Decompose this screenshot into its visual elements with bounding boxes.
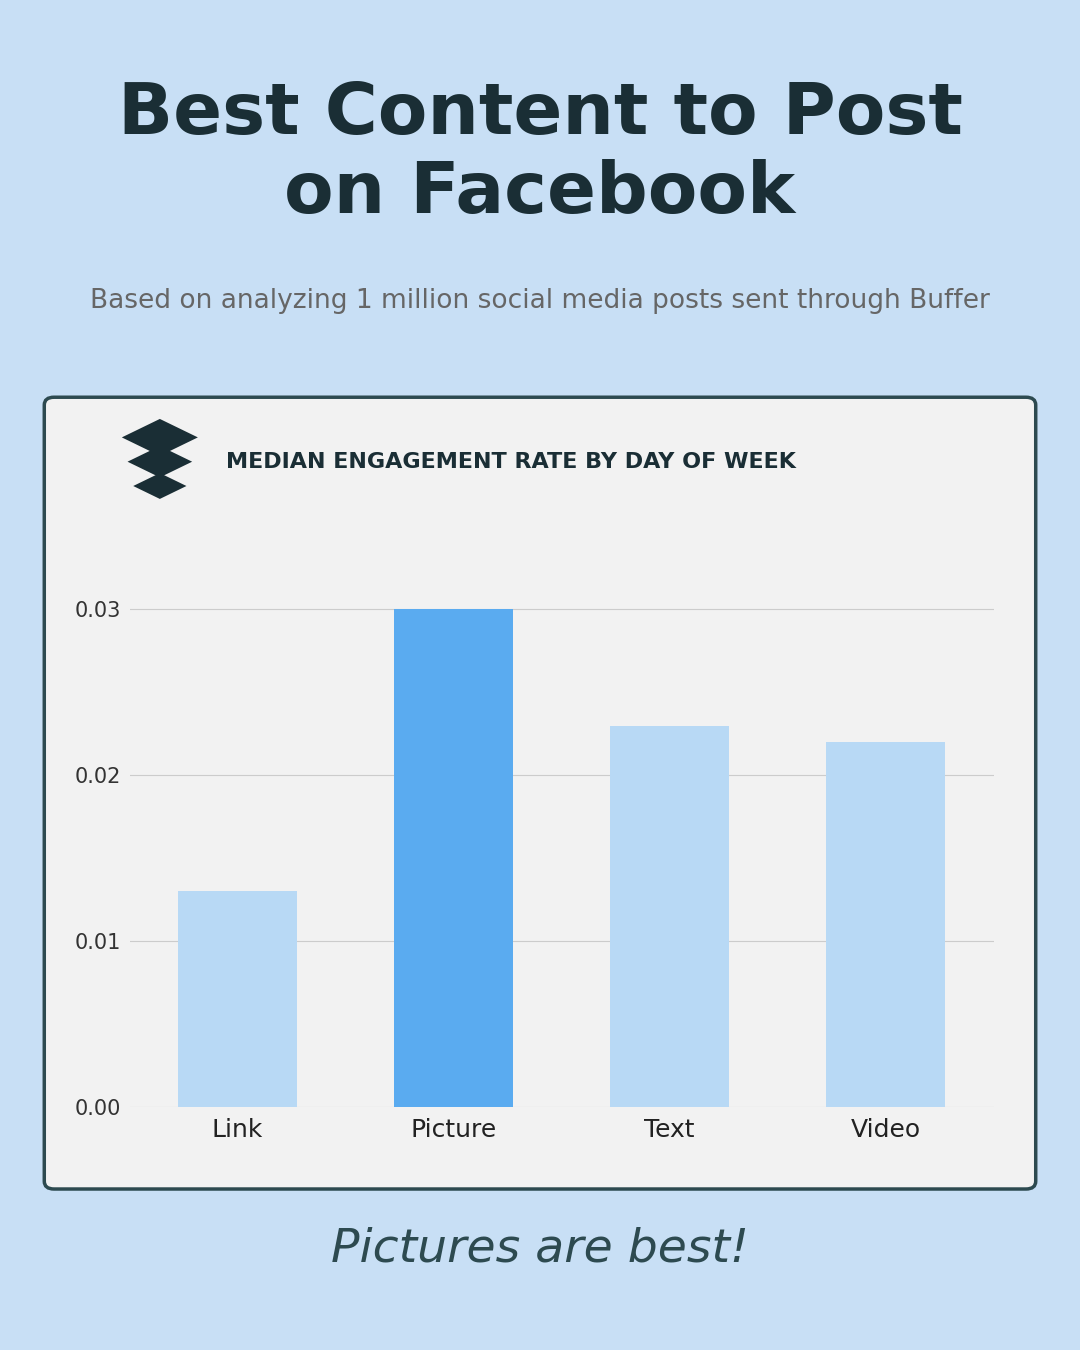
Polygon shape [122, 418, 198, 456]
Polygon shape [127, 446, 192, 478]
Bar [178, 891, 297, 1107]
Text: MEDIAN ENGAGEMENT RATE BY DAY OF WEEK: MEDIAN ENGAGEMENT RATE BY DAY OF WEEK [227, 452, 796, 471]
Bar [826, 743, 945, 1107]
Text: Pictures are best!: Pictures are best! [330, 1226, 750, 1272]
Bar [610, 725, 729, 1107]
Polygon shape [133, 472, 187, 499]
Text: Based on analyzing 1 million social media posts sent through Buffer: Based on analyzing 1 million social medi… [90, 288, 990, 313]
Bar [394, 609, 513, 1107]
Text: Best Content to Post
on Facebook: Best Content to Post on Facebook [118, 80, 962, 228]
FancyBboxPatch shape [44, 397, 1036, 1189]
